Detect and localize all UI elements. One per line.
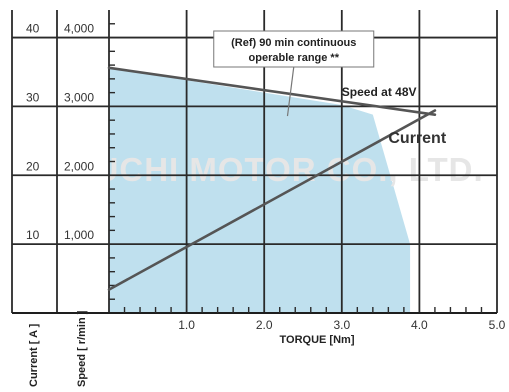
x-tick-label: 4.0 bbox=[411, 318, 428, 332]
x-tick-label: 3.0 bbox=[333, 318, 350, 332]
current-tick-label: 10 bbox=[26, 228, 40, 242]
speed-tick-label: 4,000 bbox=[64, 22, 94, 36]
operable-range-layer bbox=[109, 67, 411, 313]
range-annotation-line-1: (Ref) 90 min continuous bbox=[231, 37, 356, 49]
x-axis-title: TORQUE [Nm] bbox=[280, 334, 355, 346]
current-line bbox=[107, 109, 437, 291]
x-tick-label: 5.0 bbox=[489, 318, 506, 332]
speed-axis-column bbox=[57, 0, 109, 313]
range-annotation-box bbox=[213, 30, 375, 68]
speed-tick-label: 3,000 bbox=[64, 90, 94, 104]
current-series-label: Current bbox=[388, 130, 446, 147]
grid-layer bbox=[0, 0, 498, 314]
range-annotation-leader bbox=[286, 66, 295, 117]
x-tick-label: 2.0 bbox=[256, 318, 273, 332]
operable-range-area bbox=[109, 67, 411, 313]
speed-series-label: Speed at 48V bbox=[342, 85, 417, 99]
series-layer bbox=[107, 66, 437, 291]
current-axis-column bbox=[0, 0, 57, 313]
current-tick-label: 30 bbox=[26, 90, 40, 104]
speed-tick-label: 1,000 bbox=[64, 228, 94, 242]
speed-tick-label: 2,000 bbox=[64, 159, 94, 173]
current-tick-label: 40 bbox=[26, 22, 40, 36]
current-axis-title: Current [ A ] bbox=[28, 323, 40, 387]
speed-axis-title: Speed [ r/min ] bbox=[76, 310, 88, 387]
current-tick-label: 20 bbox=[26, 159, 40, 173]
speed-line bbox=[107, 66, 437, 116]
range-annotation-line-2: operable range ** bbox=[249, 52, 340, 64]
x-tick-label: 1.0 bbox=[178, 318, 195, 332]
label-layer: 10 20 30 40 1,000 2,000 3,000 4,000 1.0 2.0 3.0 4.0… bbox=[26, 22, 506, 387]
